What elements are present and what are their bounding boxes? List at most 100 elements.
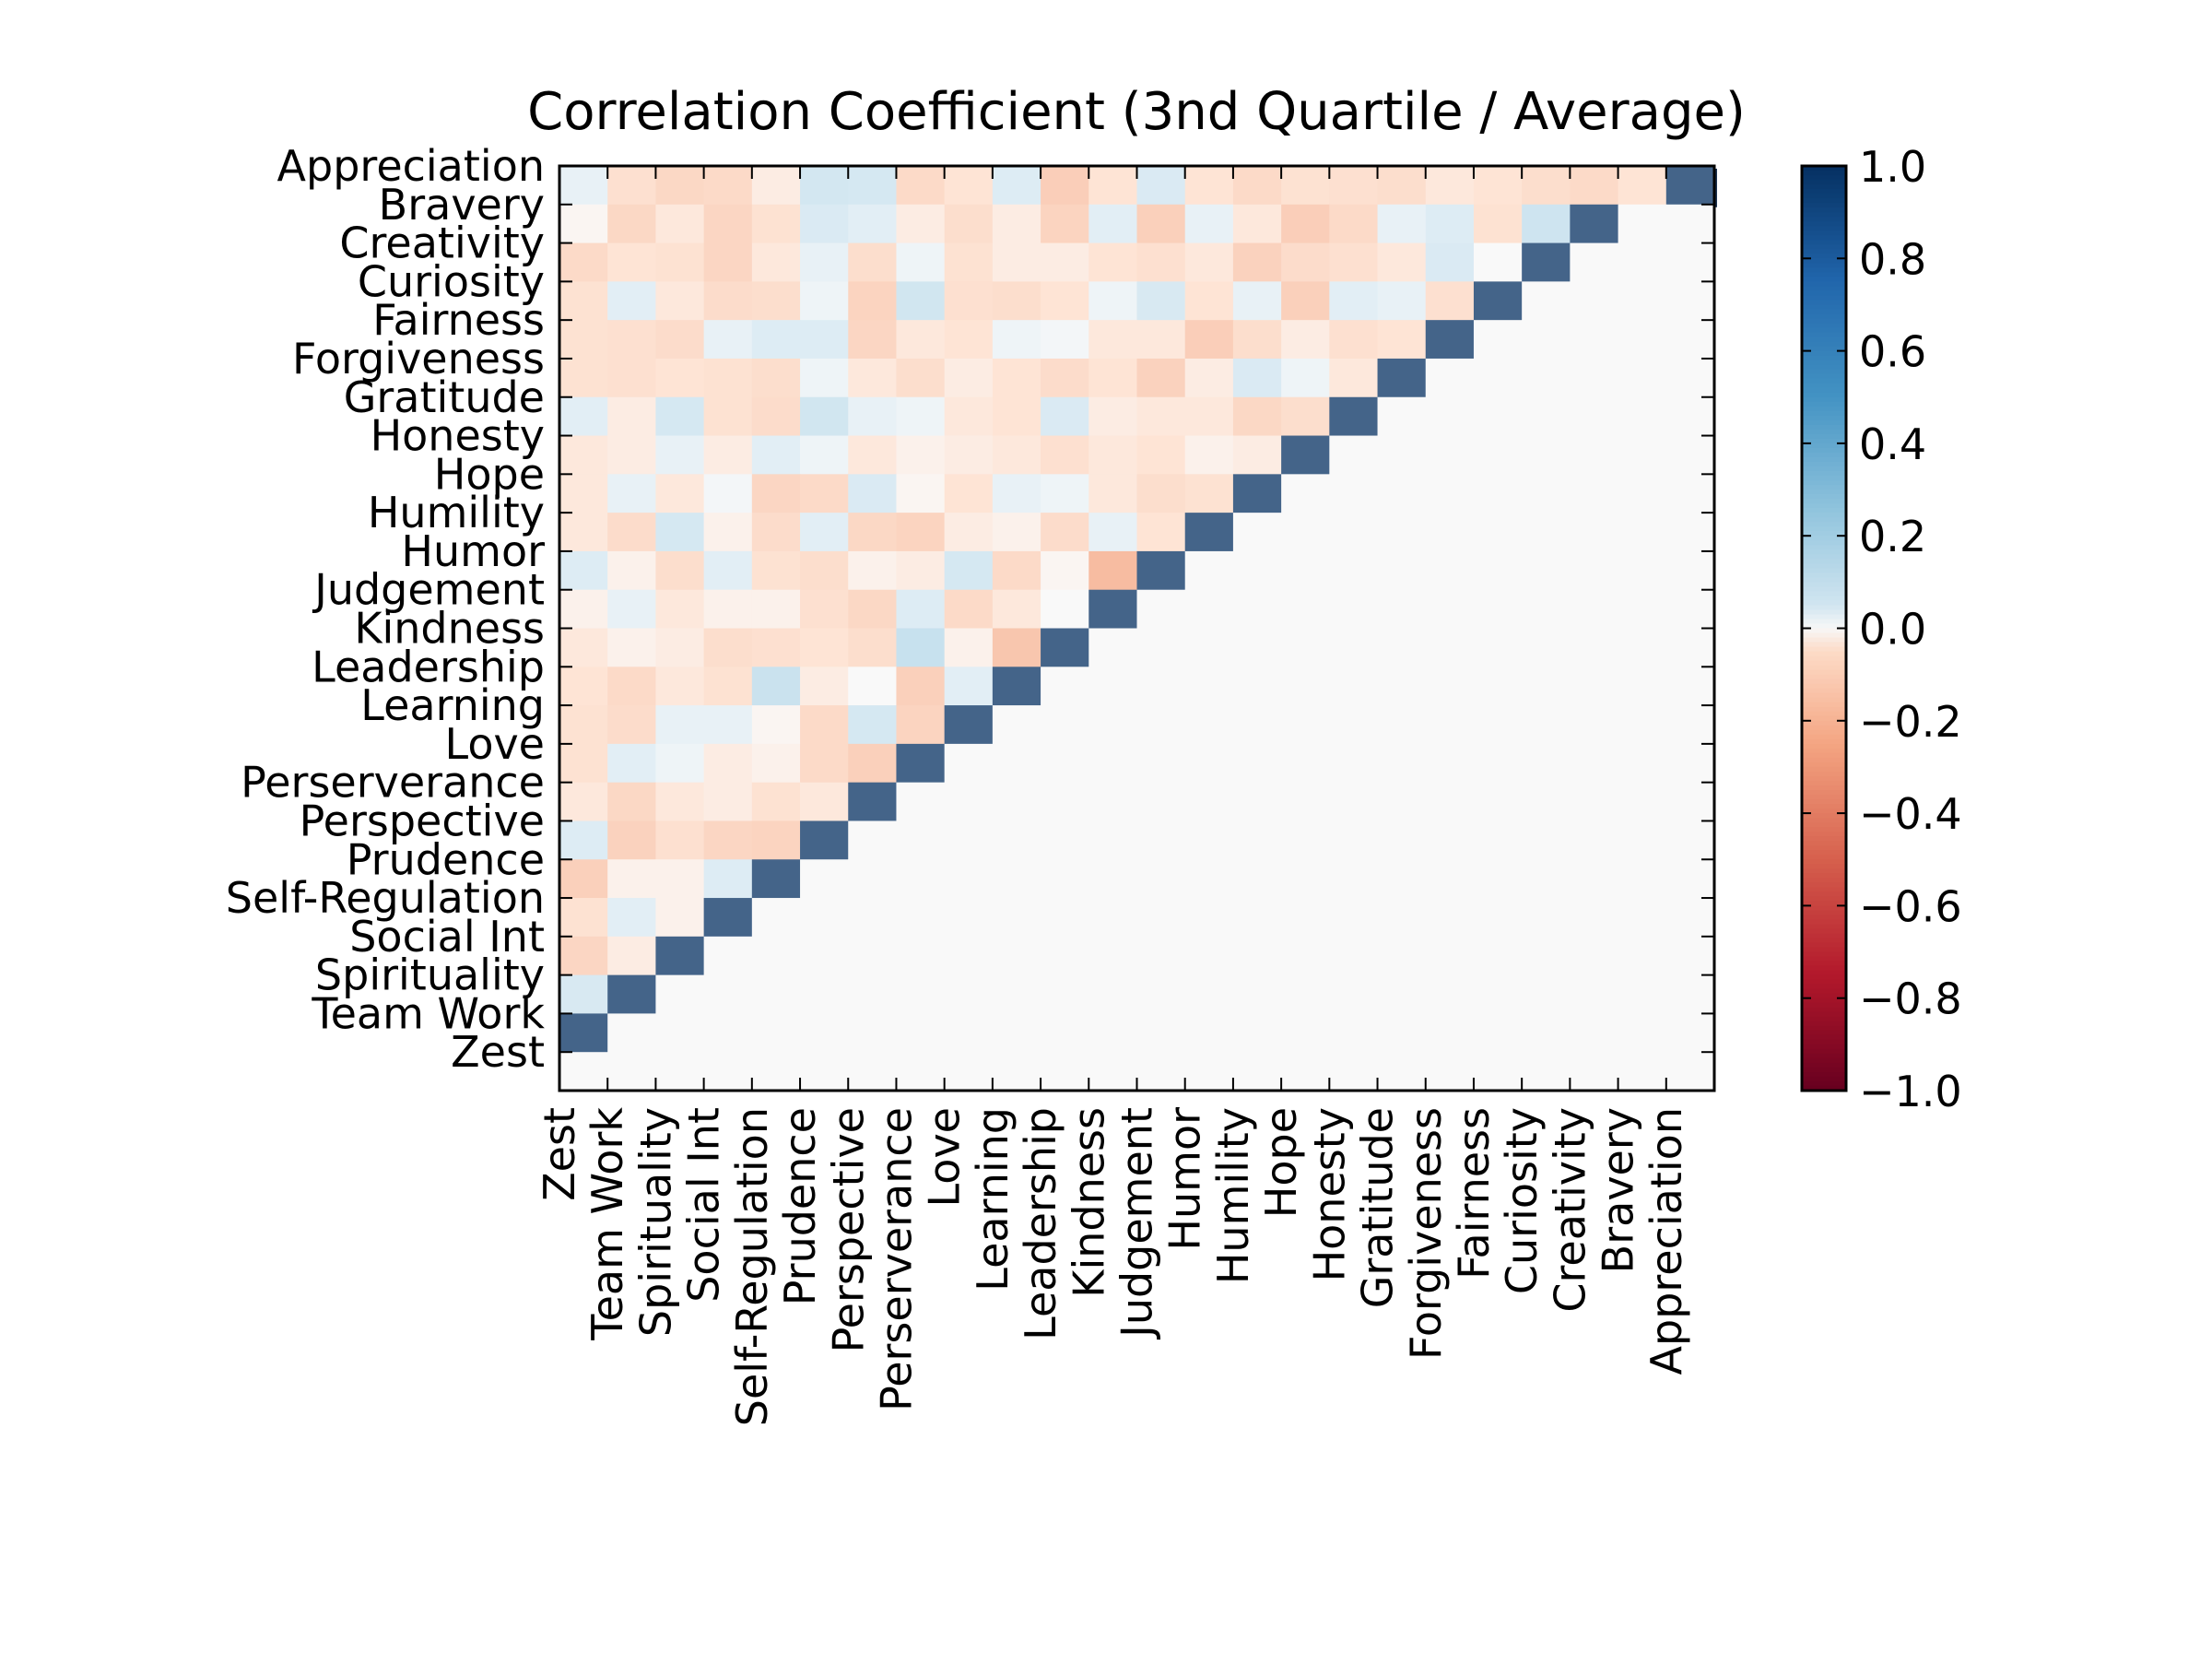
heatmap-cell <box>1281 166 1330 206</box>
heatmap-cell <box>751 358 801 398</box>
colorbar-segment <box>1802 614 1846 620</box>
heatmap-cell <box>1329 820 1379 860</box>
heatmap-cell <box>1522 859 1571 899</box>
heatmap-cell <box>1088 782 1138 822</box>
heatmap-cell <box>896 589 946 630</box>
heatmap-cell <box>607 859 657 899</box>
heatmap-cell <box>1041 513 1089 552</box>
heatmap-cell <box>1329 667 1379 706</box>
heatmap-cell <box>1088 859 1138 899</box>
heatmap-cell <box>1041 743 1089 784</box>
colorbar-segment <box>1802 813 1846 819</box>
heatmap-cell <box>559 242 608 282</box>
colorbar-segment <box>1802 609 1846 616</box>
heatmap-cell <box>1232 782 1282 822</box>
heatmap-cell <box>1281 242 1330 282</box>
colorbar-segment <box>1802 373 1846 380</box>
heatmap-cell <box>559 705 608 745</box>
colorbar-segment <box>1802 683 1846 690</box>
heatmap-cell <box>1232 628 1282 667</box>
heatmap-cell <box>703 1013 753 1053</box>
colorbar-segment <box>1802 443 1846 449</box>
heatmap-cell <box>1425 743 1475 784</box>
heatmap-cell <box>848 589 898 630</box>
x-tick-label: Forgiveness <box>1401 1107 1451 1360</box>
heatmap-cell <box>1377 513 1427 552</box>
heatmap-cell <box>1232 513 1282 552</box>
heatmap-cell <box>800 358 849 398</box>
heatmap-cell <box>1522 242 1571 282</box>
heatmap-cell <box>559 474 608 513</box>
colorbar-segment <box>1802 679 1846 685</box>
colorbar-segment <box>1802 928 1846 935</box>
heatmap-cell <box>655 782 705 822</box>
heatmap-cell <box>1473 474 1523 513</box>
heatmap-cell <box>1473 667 1523 706</box>
heatmap-cell <box>992 513 1041 552</box>
heatmap-cell <box>1570 936 1619 976</box>
colorbar-segment <box>1802 318 1846 325</box>
heatmap-cell <box>1281 782 1330 822</box>
colorbar-segment <box>1802 517 1846 523</box>
colorbar-segment <box>1802 313 1846 320</box>
heatmap-cell <box>703 859 753 899</box>
colorbar-segment <box>1802 258 1846 265</box>
heatmap-cell <box>1088 936 1138 976</box>
heatmap-cell <box>1184 396 1234 437</box>
heatmap-cell <box>896 1013 946 1053</box>
colorbar-segment <box>1802 198 1846 204</box>
colorbar-segment <box>1802 979 1846 985</box>
heatmap-cell <box>896 204 946 244</box>
colorbar-segment <box>1802 166 1846 171</box>
heatmap-cell <box>1232 166 1282 206</box>
heatmap-cell <box>1618 820 1667 860</box>
colorbar-segment <box>1802 878 1846 884</box>
heatmap-cell <box>751 705 801 745</box>
heatmap-cell <box>1522 1013 1571 1053</box>
heatmap-cell <box>1570 513 1619 552</box>
heatmap-cell <box>848 667 898 706</box>
colorbar-segment <box>1802 692 1846 699</box>
heatmap-cell <box>848 743 898 784</box>
heatmap-cell <box>1425 782 1475 822</box>
colorbar-segment <box>1802 901 1846 907</box>
heatmap-cell <box>1377 859 1427 899</box>
heatmap-cell <box>1522 396 1571 437</box>
heatmap-cell <box>1522 628 1571 667</box>
heatmap-cell <box>1281 743 1330 784</box>
heatmap-cell <box>1665 936 1715 976</box>
heatmap-cell <box>559 667 608 706</box>
colorbar-segment <box>1802 600 1846 607</box>
heatmap-cell <box>1136 550 1186 591</box>
heatmap-cell <box>992 166 1041 206</box>
heatmap-cell <box>703 435 753 475</box>
heatmap-cell <box>703 628 753 667</box>
heatmap-cell <box>1232 936 1282 976</box>
heatmap-cell <box>1522 820 1571 860</box>
heatmap-cell <box>1136 474 1186 513</box>
heatmap-cell <box>1665 474 1715 513</box>
colorbar-segment <box>1802 665 1846 671</box>
heatmap-cell <box>1041 396 1089 437</box>
heatmap-cell <box>896 166 946 206</box>
colorbar-segment <box>1802 254 1846 260</box>
heatmap-cell <box>703 667 753 706</box>
y-tick-label: Spirituality <box>315 950 545 1000</box>
colorbar-segment <box>1802 415 1846 421</box>
heatmap-cell <box>703 166 753 206</box>
y-tick-label: Bravery <box>379 180 545 230</box>
heatmap-cell <box>1377 396 1427 437</box>
colorbar-segment <box>1802 868 1846 875</box>
heatmap-cell <box>944 589 994 630</box>
heatmap-cell <box>1041 820 1089 860</box>
heatmap-cell <box>1329 743 1379 784</box>
heatmap-cell <box>751 396 801 437</box>
heatmap-cell <box>848 513 898 552</box>
heatmap-cell <box>1377 550 1427 591</box>
heatmap-cell <box>1473 743 1523 784</box>
heatmap-cell <box>1570 705 1619 745</box>
colorbar-segment <box>1802 775 1846 782</box>
heatmap-cell <box>1665 166 1715 206</box>
colorbar-segment <box>1802 827 1846 832</box>
colorbar-segment <box>1802 919 1846 926</box>
